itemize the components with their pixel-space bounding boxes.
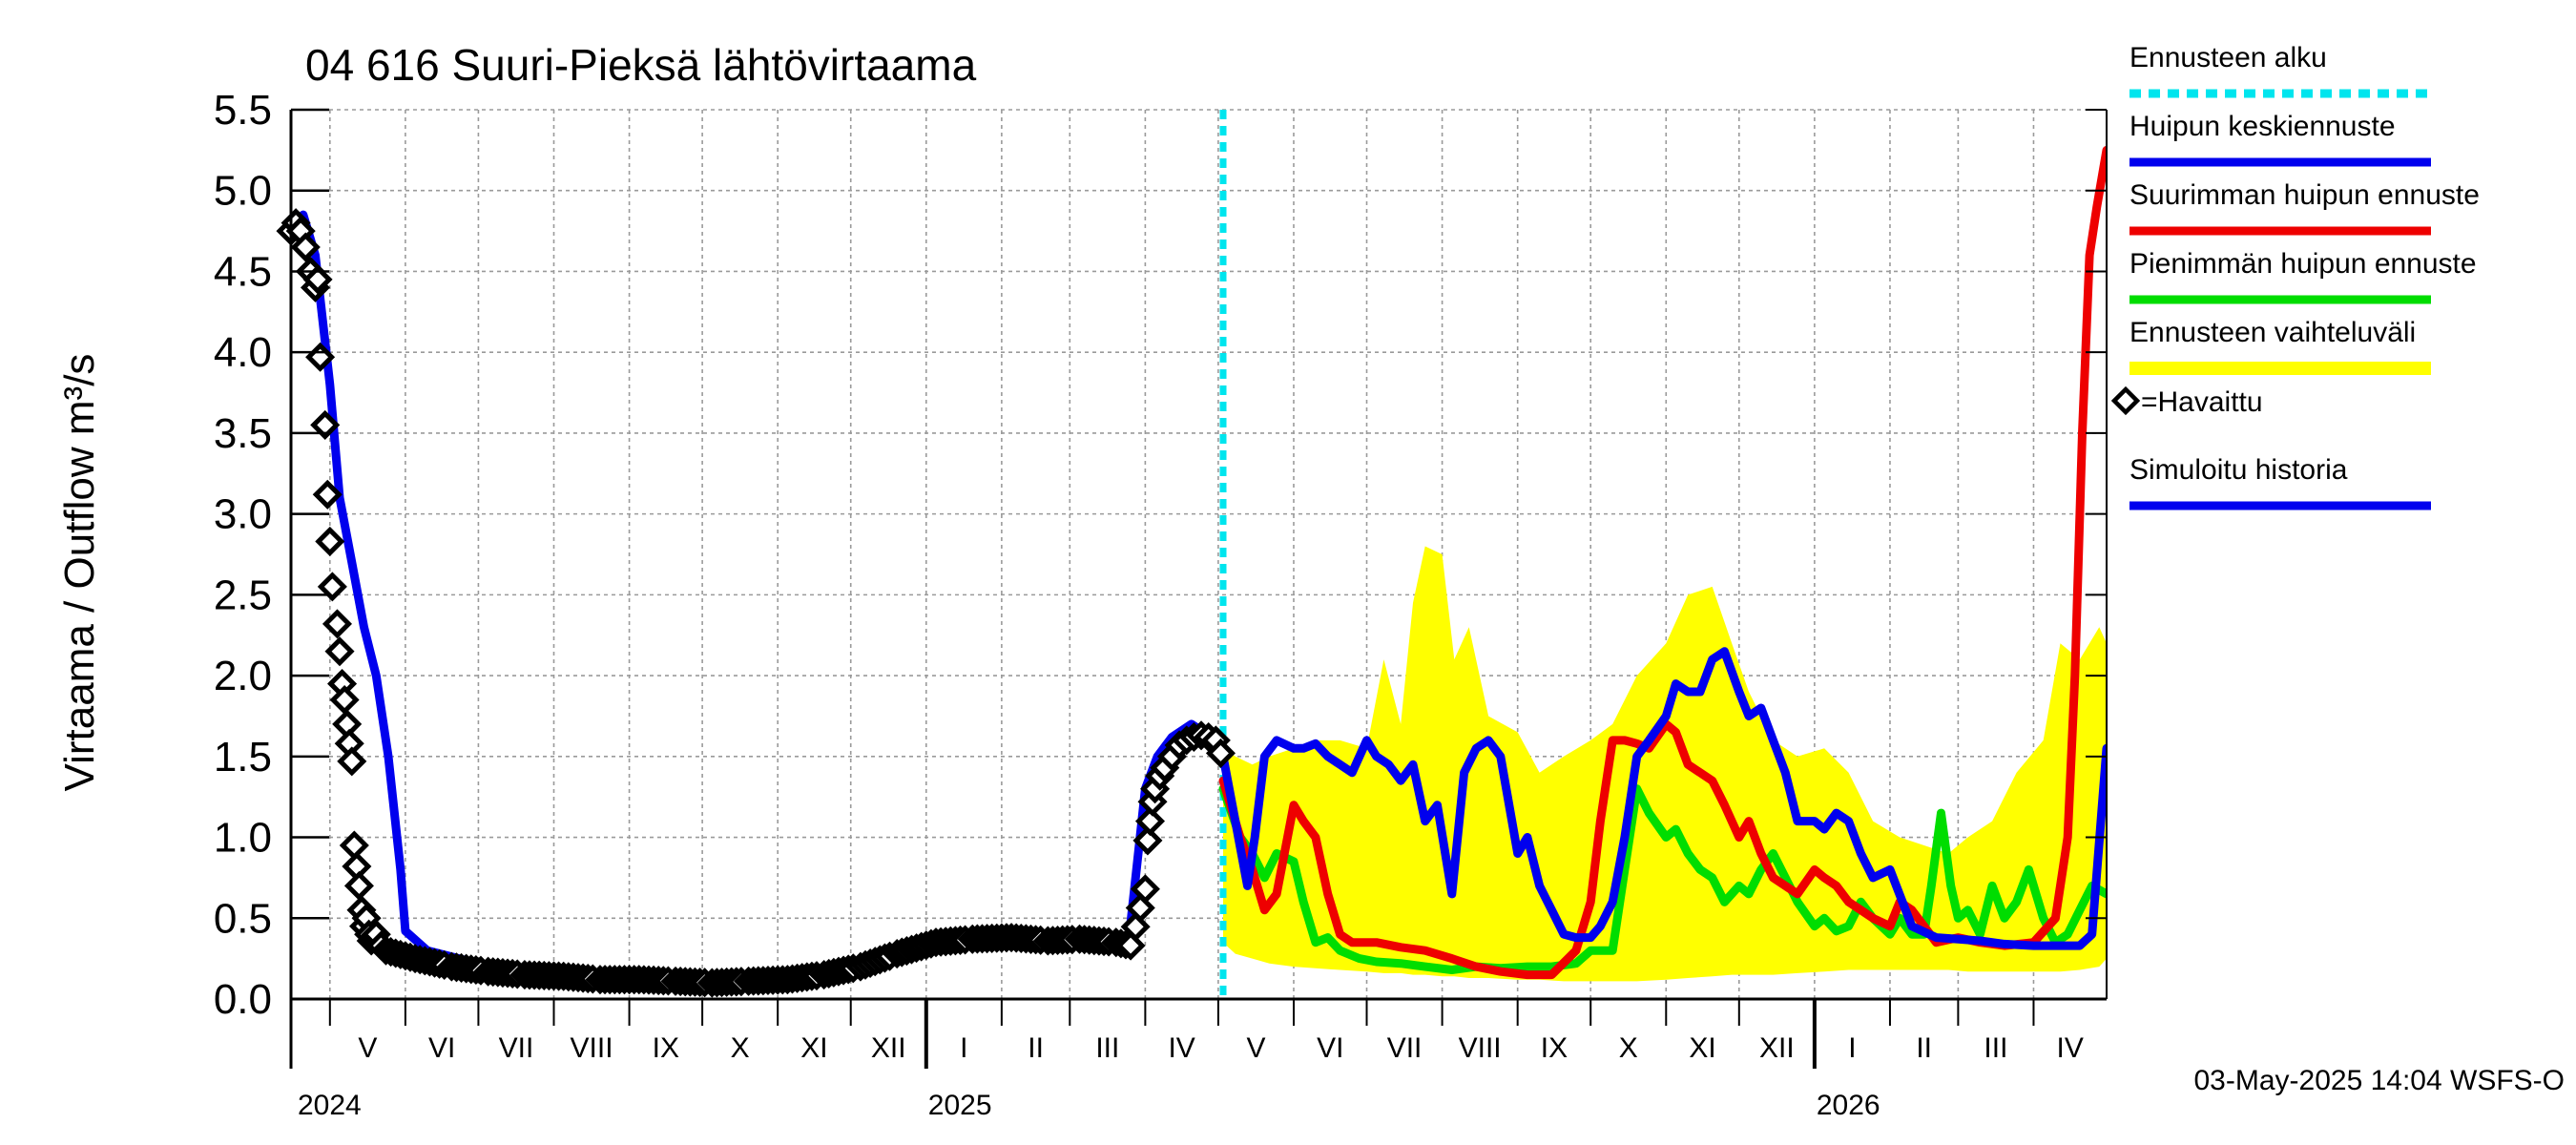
observed-marker <box>1134 806 1166 837</box>
observed-marker <box>339 830 369 861</box>
observed-marker <box>1120 911 1151 942</box>
legend-label: =Havaittu <box>2141 386 2263 418</box>
observed-markers <box>276 208 1236 998</box>
chart-title: 04 616 Suuri-Pieksä lähtövirtaama <box>305 40 977 90</box>
month-label: VI <box>1317 1032 1343 1064</box>
y-tick-label: 5.0 <box>214 168 272 215</box>
legend: Ennusteen alku Huipun keskiennuste Suurimm… <box>2110 42 2480 510</box>
axes: 0.00.51.01.52.02.53.03.54.04.55.05.5V VI V… <box>214 87 2108 1121</box>
month-label: II <box>1916 1032 1932 1064</box>
y-tick-label: 2.0 <box>214 653 272 699</box>
y-tick-label: 3.5 <box>214 410 272 457</box>
observed-marker <box>315 526 345 556</box>
month-label: VIII <box>1459 1032 1502 1064</box>
month-label: IV <box>1168 1032 1195 1064</box>
month-label: V <box>1246 1032 1265 1064</box>
year-label: 2024 <box>298 1090 362 1121</box>
month-label: XI <box>1689 1032 1715 1064</box>
y-tick-label: 4.0 <box>214 329 272 376</box>
month-label: I <box>1848 1032 1856 1064</box>
month-label: VII <box>499 1032 534 1064</box>
observed-marker <box>332 709 363 739</box>
observed-marker <box>1205 738 1236 768</box>
mean-peak-forecast-line <box>1218 647 2107 950</box>
legend-label: Pienimmän huipun ennuste <box>2129 248 2477 280</box>
year-label: 2025 <box>928 1090 992 1121</box>
legend-label: Huipun keskiennuste <box>2129 111 2396 142</box>
legend-label: Ennusteen alku <box>2129 42 2327 73</box>
year-label: 2026 <box>1817 1090 1880 1121</box>
observed-marker <box>1132 825 1163 856</box>
observed-marker <box>285 216 316 246</box>
month-label: XII <box>871 1032 906 1064</box>
month-label: I <box>960 1032 967 1064</box>
legend-label: Ennusteen vaihteluväli <box>2129 317 2416 348</box>
y-tick-label: 1.5 <box>214 734 272 781</box>
observed-marker <box>337 746 367 777</box>
y-tick-label: 1.0 <box>214 815 272 862</box>
month-label: X <box>731 1032 750 1064</box>
month-label: III <box>1095 1032 1119 1064</box>
observed-marker <box>343 870 374 901</box>
month-label: III <box>1984 1032 2007 1064</box>
legend-label: Simuloitu historia <box>2129 454 2348 486</box>
observed-marker <box>1125 893 1155 924</box>
month-label: II <box>1028 1032 1044 1064</box>
y-tick-label: 0.5 <box>214 895 272 942</box>
y-tick-label: 3.0 <box>214 491 272 538</box>
y-tick-label: 5.5 <box>214 87 272 134</box>
month-label: IV <box>2057 1032 2084 1064</box>
timestamp: 03-May-2025 14:04 WSFS-O <box>2194 1065 2566 1096</box>
y-axis-label: Virtaama / Outflow m³/s <box>56 354 103 792</box>
month-label: XII <box>1759 1032 1795 1064</box>
observed-marker <box>305 342 336 372</box>
observed-marker <box>334 728 364 759</box>
month-label: VII <box>1387 1032 1423 1064</box>
min-peak-forecast-line <box>1218 784 2107 974</box>
observed-marker <box>312 479 343 510</box>
month-label: XI <box>800 1032 827 1064</box>
y-tick-label: 4.5 <box>214 248 272 295</box>
month-label: VIII <box>571 1032 613 1064</box>
month-label: V <box>358 1032 377 1064</box>
observed-marker <box>322 609 353 639</box>
observed-marker <box>342 851 372 882</box>
month-label: VI <box>428 1032 455 1064</box>
y-tick-label: 2.5 <box>214 572 272 618</box>
observed-marker <box>1130 874 1160 905</box>
month-label: IX <box>1541 1032 1568 1064</box>
month-label: IX <box>653 1032 679 1064</box>
legend-label: Suurimman huipun ennuste <box>2129 179 2480 211</box>
legend-marker <box>2110 385 2141 416</box>
observed-marker <box>290 232 321 262</box>
observed-marker <box>329 684 360 716</box>
observed-marker <box>324 636 355 667</box>
month-label: X <box>1619 1032 1638 1064</box>
y-tick-label: 0.0 <box>214 976 272 1023</box>
